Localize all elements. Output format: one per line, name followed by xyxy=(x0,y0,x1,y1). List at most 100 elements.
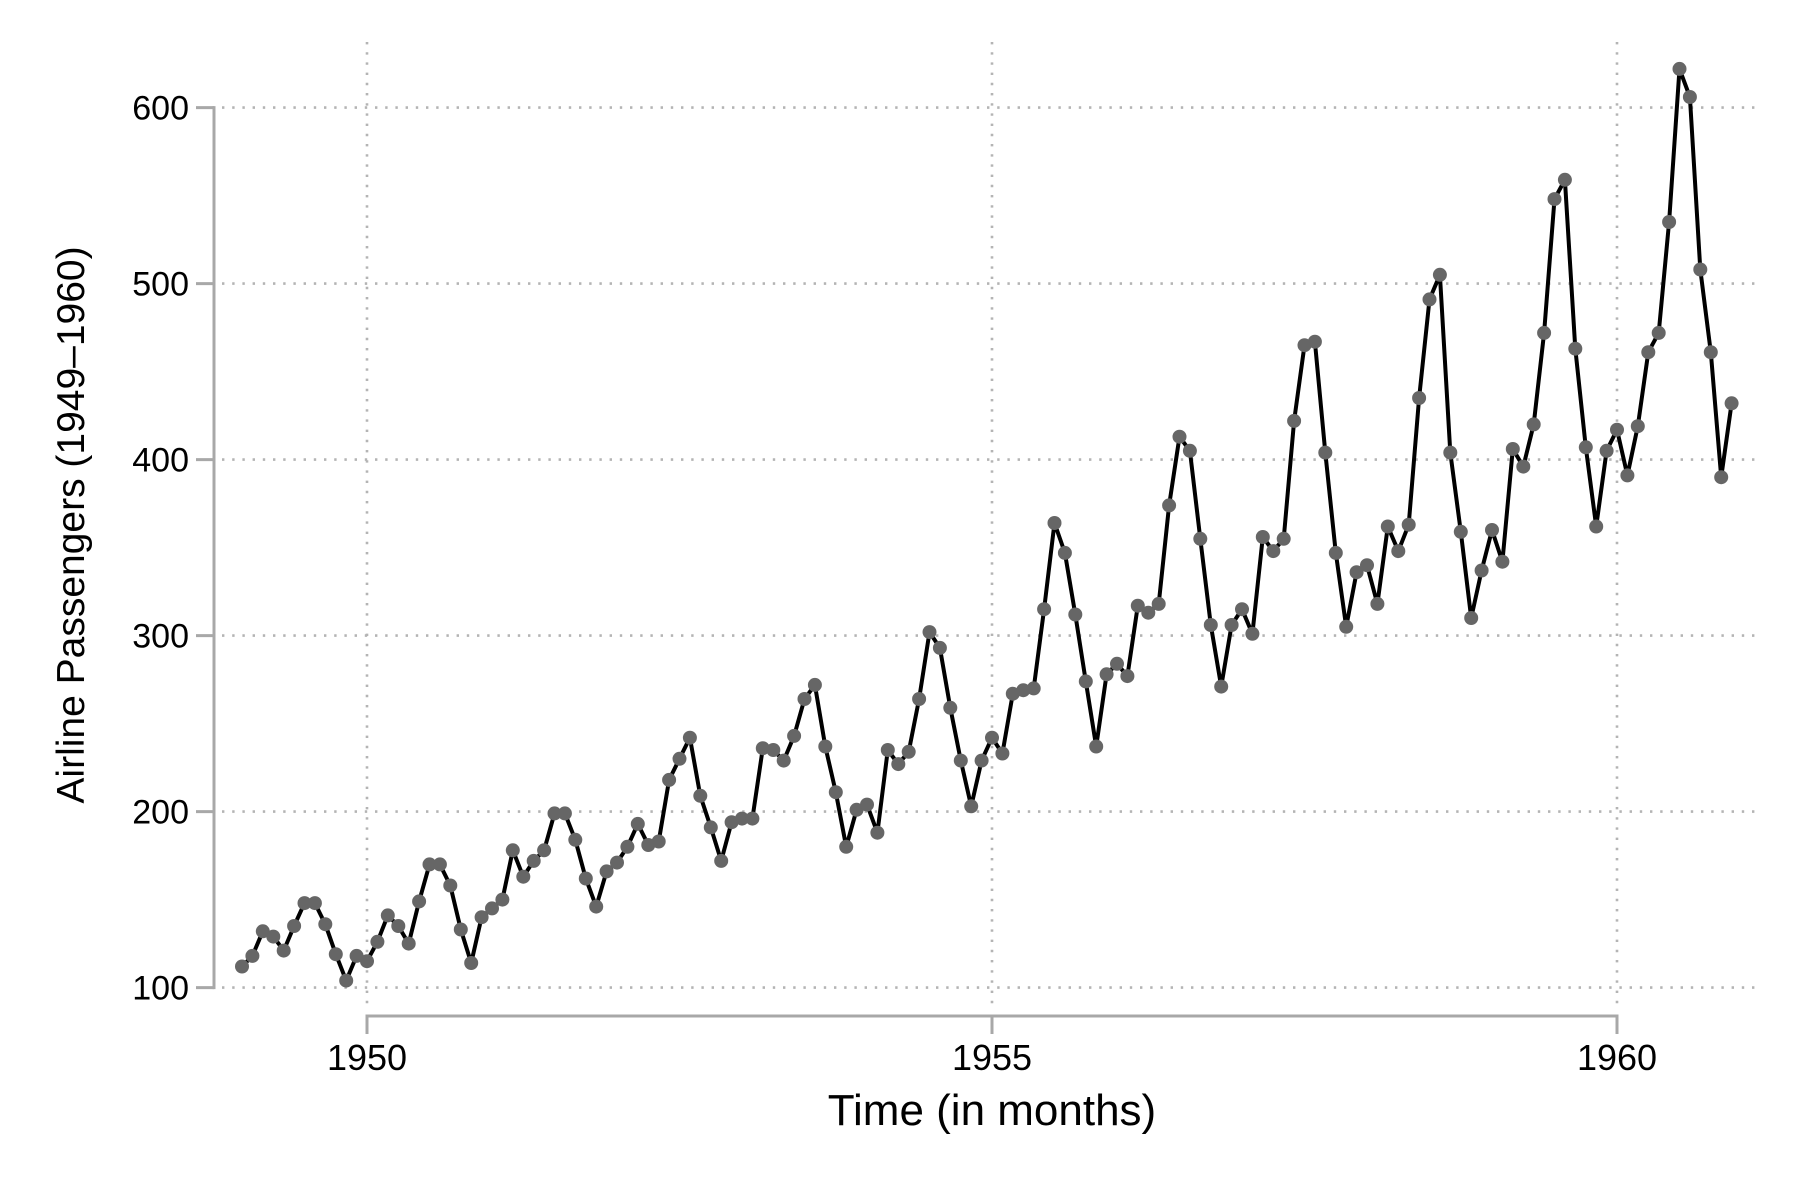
data-point xyxy=(557,806,572,821)
data-point xyxy=(1495,554,1510,569)
data-point xyxy=(1568,341,1583,356)
data-point xyxy=(1089,739,1104,754)
data-point xyxy=(1401,517,1416,532)
data-point xyxy=(505,843,520,858)
data-point xyxy=(985,730,999,745)
data-point xyxy=(1714,470,1729,485)
data-point xyxy=(662,772,677,787)
data-point xyxy=(1016,683,1031,698)
data-point xyxy=(693,788,708,803)
data-point xyxy=(1037,602,1052,617)
data-point xyxy=(1547,192,1562,207)
data-point xyxy=(1599,443,1614,458)
data-point xyxy=(1099,667,1114,682)
data-point xyxy=(1307,334,1322,349)
data-point xyxy=(1026,681,1041,696)
data-point xyxy=(1422,292,1437,307)
data-point xyxy=(1245,626,1260,641)
data-point xyxy=(1328,545,1343,560)
data-point xyxy=(245,948,260,963)
data-point xyxy=(1162,498,1177,513)
data-point xyxy=(839,839,854,854)
data-point xyxy=(1318,445,1333,460)
data-point xyxy=(1276,531,1291,546)
data-point xyxy=(860,797,874,812)
data-line xyxy=(240,66,1734,983)
x-axis-title: Time (in months) xyxy=(827,1086,1157,1135)
data-point xyxy=(953,753,968,768)
y-tick-label: 300 xyxy=(132,618,189,656)
data-point xyxy=(1516,459,1531,474)
data-point xyxy=(485,901,499,916)
data-point xyxy=(1193,531,1208,546)
data-point xyxy=(1693,262,1708,277)
data-point xyxy=(432,857,447,872)
data-point xyxy=(1130,598,1145,613)
data-point xyxy=(1630,419,1645,434)
data-point xyxy=(255,924,270,939)
data-point xyxy=(547,806,562,821)
data-point xyxy=(776,753,791,768)
data-point xyxy=(328,947,343,962)
data-point xyxy=(1610,422,1624,437)
data-point xyxy=(651,834,666,849)
data-point xyxy=(1505,442,1520,456)
data-point xyxy=(474,910,489,925)
data-point xyxy=(630,816,645,831)
data-point xyxy=(912,692,927,706)
y-tick-label: 100 xyxy=(132,970,189,1008)
data-point xyxy=(1672,61,1687,76)
data-point xyxy=(735,811,749,826)
data-point xyxy=(828,785,843,800)
data-point xyxy=(1287,413,1302,428)
data-point xyxy=(620,839,635,854)
data-point xyxy=(287,919,302,933)
data-point xyxy=(422,857,437,872)
data-point xyxy=(943,700,958,715)
data-point xyxy=(766,743,781,757)
data-point xyxy=(1443,445,1458,460)
data-point xyxy=(1724,396,1739,411)
data-point xyxy=(932,640,947,655)
data-point xyxy=(1391,544,1406,559)
data-point xyxy=(797,692,812,706)
data-point xyxy=(682,730,697,745)
x-tick-label: 1955 xyxy=(952,1037,1032,1078)
data-point xyxy=(349,948,364,963)
data-point xyxy=(745,811,760,826)
y-axis-title: Airline Passengers (1949–1960) xyxy=(50,246,93,804)
data-point xyxy=(360,954,374,969)
data-point xyxy=(787,728,802,743)
data-point xyxy=(1047,516,1062,530)
data-point xyxy=(714,853,729,868)
data-point xyxy=(1432,267,1447,282)
data-point xyxy=(964,799,979,814)
data-point xyxy=(235,959,249,974)
data-point xyxy=(1380,519,1395,534)
data-point xyxy=(1182,443,1197,458)
data-point xyxy=(1453,524,1468,539)
data-point xyxy=(380,908,395,923)
data-point xyxy=(578,871,593,886)
data-point xyxy=(1151,596,1166,611)
data-point xyxy=(401,936,416,951)
data-point xyxy=(1370,596,1385,611)
data-point xyxy=(1557,172,1572,187)
data-point xyxy=(849,802,864,817)
data-point xyxy=(1537,325,1552,340)
data-point xyxy=(1651,325,1666,340)
data-point xyxy=(339,973,354,988)
data-point xyxy=(537,843,552,858)
data-point xyxy=(1682,90,1697,104)
data-point xyxy=(1578,440,1593,455)
data-point xyxy=(672,751,687,766)
data-point xyxy=(1255,530,1270,544)
y-tick-label: 400 xyxy=(132,442,189,480)
data-point xyxy=(443,878,458,893)
data-point xyxy=(1110,656,1124,671)
data-point xyxy=(1620,468,1635,483)
data-point xyxy=(1589,519,1604,534)
data-point xyxy=(995,746,1010,761)
data-point xyxy=(297,896,312,911)
